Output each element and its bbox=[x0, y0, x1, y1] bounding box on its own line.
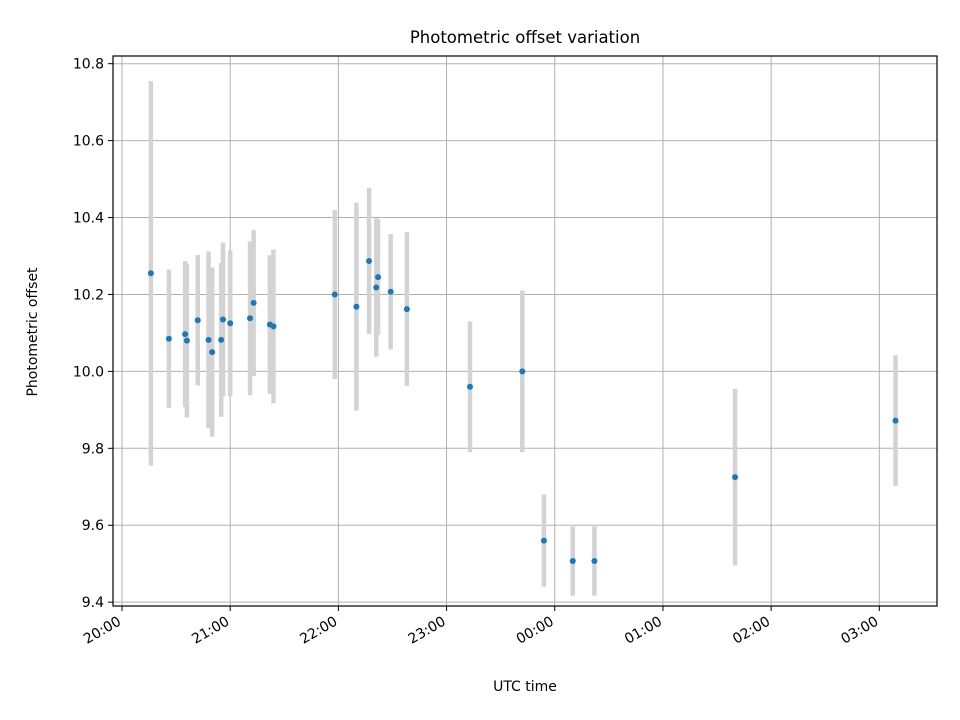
data-point bbox=[892, 417, 899, 424]
data-point bbox=[205, 336, 212, 343]
y-tick-label: 10.6 bbox=[73, 134, 104, 150]
data-point bbox=[219, 316, 226, 323]
data-point bbox=[183, 337, 190, 344]
data-point bbox=[182, 331, 189, 338]
data-point bbox=[147, 270, 154, 277]
data-point bbox=[165, 335, 172, 342]
data-point bbox=[218, 336, 225, 343]
data-point bbox=[732, 474, 739, 481]
data-point bbox=[467, 383, 474, 390]
y-tick-label: 9.4 bbox=[82, 595, 104, 611]
data-point bbox=[569, 558, 576, 564]
y-tick-label: 9.6 bbox=[82, 518, 104, 534]
y-tick-label: 10.4 bbox=[73, 211, 104, 227]
data-point bbox=[373, 284, 380, 291]
y-tick-label: 9.8 bbox=[82, 441, 104, 457]
data-point bbox=[250, 299, 257, 306]
data-point bbox=[403, 306, 410, 313]
data-point bbox=[353, 303, 360, 310]
data-point bbox=[331, 291, 338, 298]
data-point bbox=[209, 349, 216, 356]
data-point bbox=[247, 315, 254, 322]
data-point bbox=[227, 320, 234, 327]
x-axis-label: UTC time bbox=[493, 679, 557, 695]
data-point bbox=[375, 274, 382, 281]
plot-frame bbox=[112, 55, 938, 607]
y-tick-label: 10.8 bbox=[73, 57, 104, 73]
y-tick-label: 10.0 bbox=[73, 364, 104, 380]
chart-title: Photometric offset variation bbox=[410, 28, 640, 47]
y-tick-label: 10.2 bbox=[73, 287, 104, 303]
data-point bbox=[540, 537, 547, 544]
y-axis-ticks: 9.4 9.6 9.8 10.0 10.2 10.4 10.6 10.8 bbox=[73, 57, 113, 611]
data-point bbox=[591, 558, 598, 564]
data-points bbox=[147, 258, 899, 564]
data-point bbox=[387, 288, 394, 295]
data-point bbox=[519, 368, 526, 375]
data-point bbox=[270, 323, 277, 330]
data-point bbox=[366, 258, 373, 264]
data-point bbox=[194, 317, 201, 324]
y-axis-label: Photometric offset bbox=[25, 267, 41, 397]
